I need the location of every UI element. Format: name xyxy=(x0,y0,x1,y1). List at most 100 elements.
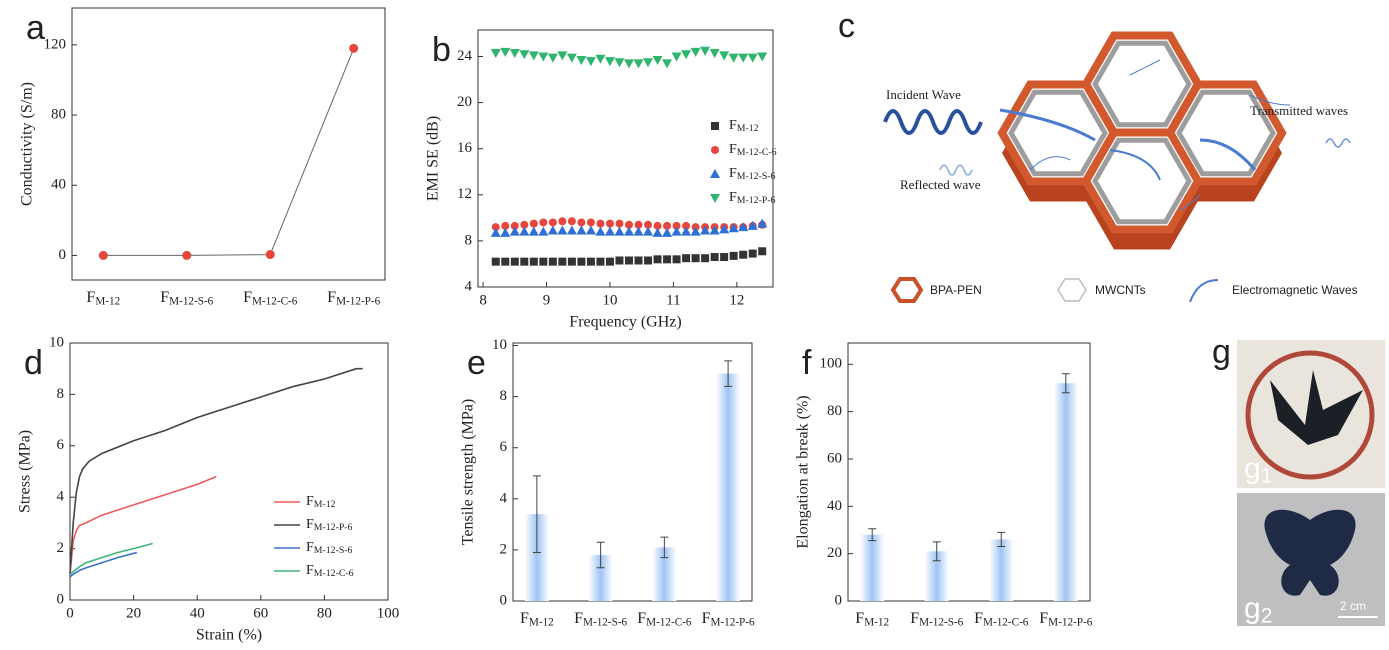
text-part: F xyxy=(702,610,711,627)
text-part: F xyxy=(306,563,314,578)
point xyxy=(682,254,691,263)
plot-frame xyxy=(477,29,774,288)
point xyxy=(747,53,758,63)
plot-frame xyxy=(71,7,386,281)
point xyxy=(558,257,567,266)
photo-detail xyxy=(1264,509,1356,596)
bar xyxy=(716,373,741,601)
point xyxy=(644,220,653,229)
y-tick-label: 2 xyxy=(57,540,65,556)
point xyxy=(520,220,529,229)
point xyxy=(719,51,730,61)
y-tick-label: 16 xyxy=(457,140,473,156)
hex-inner xyxy=(1092,137,1192,225)
error-bar xyxy=(660,536,669,559)
point xyxy=(634,256,643,265)
point xyxy=(700,46,711,56)
x-tick-label: FM-12-S-6 xyxy=(910,610,963,628)
point xyxy=(586,218,595,227)
honeycomb xyxy=(997,31,1291,250)
y-tick-label: 2 xyxy=(500,541,508,557)
y-axis-label: Stress (MPa) xyxy=(17,430,34,513)
y-tick-label: 6 xyxy=(57,437,65,453)
y-tick-label: 0 xyxy=(835,592,843,608)
em-wave xyxy=(1179,194,1201,211)
point xyxy=(500,227,511,237)
point xyxy=(509,49,520,59)
point xyxy=(653,255,662,264)
line xyxy=(69,551,138,578)
x-tick-label: 8 xyxy=(479,292,487,308)
text-part: F xyxy=(160,289,169,306)
x-tick-label: 9 xyxy=(543,292,551,308)
x-tick-label: 20 xyxy=(126,605,141,621)
point xyxy=(500,47,511,57)
point xyxy=(719,224,730,234)
point xyxy=(728,53,739,63)
legend-marker xyxy=(711,146,719,154)
point xyxy=(681,50,692,60)
point xyxy=(738,222,749,232)
x-tick-label: 100 xyxy=(377,605,400,621)
text-part: M-12-S-6 xyxy=(169,295,214,307)
legend-label: FM-12-C-6 xyxy=(729,142,777,158)
photo-detail xyxy=(1270,370,1363,445)
bar xyxy=(1053,383,1078,601)
panel-label: g xyxy=(1212,333,1231,371)
y-tick-label: 0 xyxy=(59,247,67,263)
point xyxy=(624,220,633,229)
x-tick-label: FM-12 xyxy=(520,610,554,628)
text-part: M-12-S-6 xyxy=(737,171,776,182)
point xyxy=(614,58,625,68)
point xyxy=(576,55,587,65)
text-part: M-12-C-6 xyxy=(252,295,298,307)
point xyxy=(539,257,548,266)
error-bar xyxy=(997,531,1006,548)
point xyxy=(557,225,568,235)
point xyxy=(490,49,501,59)
point xyxy=(747,220,758,230)
point xyxy=(710,253,719,262)
text-part: F xyxy=(637,610,646,627)
y-tick-label: 20 xyxy=(457,94,472,110)
plot-frame xyxy=(847,342,1091,602)
panel-label: f xyxy=(802,344,812,382)
text-part: F xyxy=(1039,610,1048,627)
y-tick-label: 40 xyxy=(827,498,842,514)
point xyxy=(567,217,576,226)
point xyxy=(672,221,681,230)
text-part: F xyxy=(729,118,737,133)
line xyxy=(69,542,153,575)
point xyxy=(757,218,768,228)
text-part: M-12-P-6 xyxy=(314,522,353,533)
point xyxy=(501,257,510,266)
point xyxy=(615,219,624,228)
point xyxy=(519,50,530,60)
legend-label: Electromagnetic Waves xyxy=(1232,283,1358,297)
point xyxy=(738,53,749,63)
legend-marker xyxy=(711,122,719,130)
line xyxy=(69,475,217,575)
point xyxy=(623,59,634,69)
text-part: F xyxy=(306,494,314,509)
point xyxy=(690,47,701,57)
reflected-wave xyxy=(939,164,973,176)
text-part: g xyxy=(1244,452,1261,485)
x-tick-label: FM-12-C-6 xyxy=(974,610,1029,628)
point xyxy=(576,225,587,235)
point xyxy=(510,221,519,230)
text-part: M-12-S-6 xyxy=(919,616,964,628)
reflected-label: Reflected wave xyxy=(900,177,981,192)
point xyxy=(633,226,644,236)
point xyxy=(604,226,615,236)
y-tick-label: 12 xyxy=(457,186,472,202)
hex-inner xyxy=(1092,40,1192,128)
text-part: F xyxy=(855,610,864,627)
point xyxy=(748,249,757,258)
text-part: F xyxy=(243,289,252,306)
legend-label: FM-12-C-6 xyxy=(306,563,354,579)
point xyxy=(663,255,672,264)
y-tick-label: 80 xyxy=(827,403,842,419)
point xyxy=(605,219,614,228)
y-tick-label: 40 xyxy=(51,177,66,193)
